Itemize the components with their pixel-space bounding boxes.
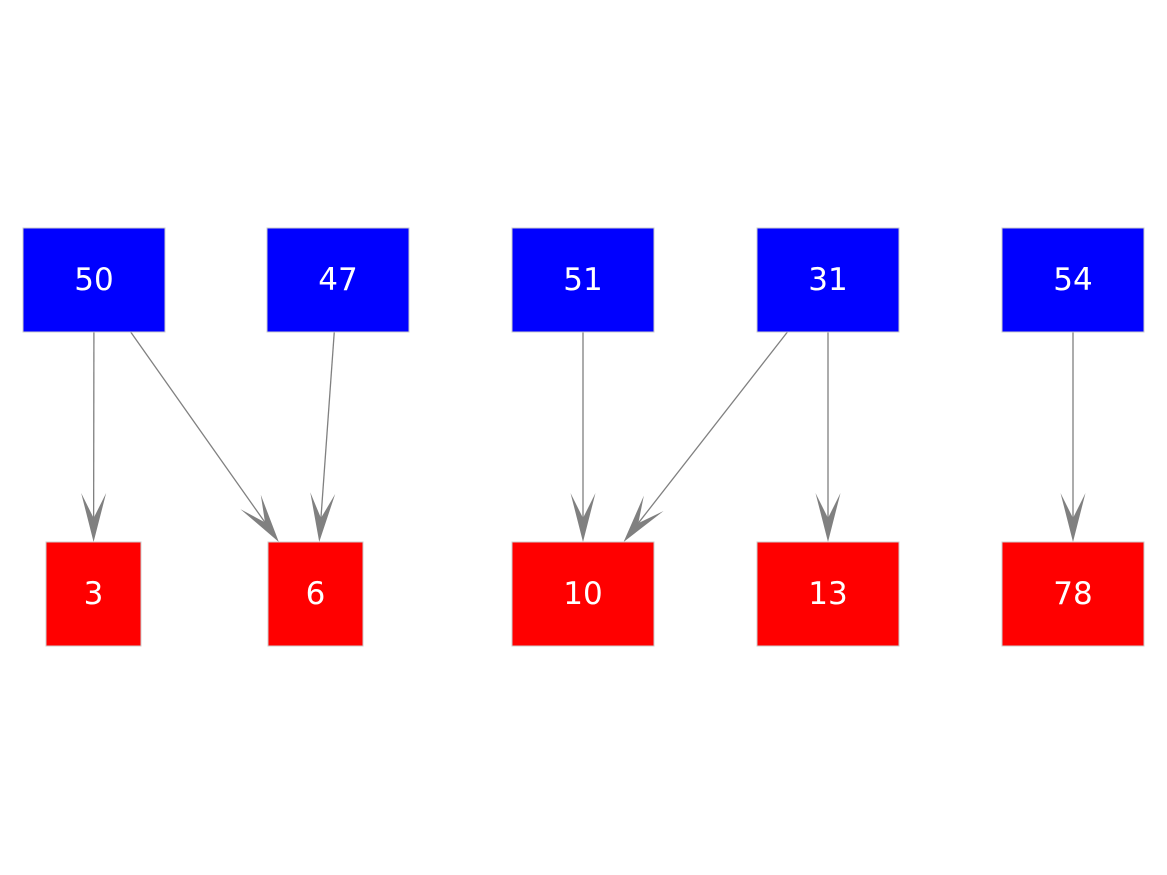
graph-node-54: 54 — [1001, 227, 1145, 333]
node-label: 31 — [808, 262, 847, 298]
edge-50-3 — [81, 331, 107, 542]
graph-node-13: 13 — [756, 541, 900, 647]
edge-arrowhead — [240, 494, 279, 542]
node-box — [45, 541, 142, 647]
node-label: 13 — [808, 576, 847, 612]
edge-54-78 — [1060, 332, 1086, 542]
node-label: 47 — [318, 262, 357, 298]
node-box — [756, 227, 900, 333]
graph-node-10: 10 — [511, 541, 655, 647]
edge-arrowhead — [81, 492, 107, 542]
edge-51-10 — [570, 332, 596, 542]
node-box — [511, 227, 655, 333]
node-label: 54 — [1053, 262, 1092, 298]
edge-line — [130, 331, 266, 523]
node-box — [511, 541, 655, 647]
edge-arrowhead — [1060, 493, 1086, 542]
node-label: 51 — [563, 262, 602, 298]
node-box — [756, 541, 900, 647]
edge-31-13 — [815, 332, 841, 542]
graph-node-78: 78 — [1001, 541, 1145, 647]
edge-line — [637, 331, 788, 524]
node-label: 10 — [563, 576, 602, 612]
graph-node-51: 51 — [511, 227, 655, 333]
graph-node-47: 47 — [266, 227, 410, 333]
edge-arrowhead — [815, 493, 841, 542]
node-box — [22, 227, 166, 333]
graph-node-50: 50 — [22, 227, 166, 333]
graph-node-31: 31 — [756, 227, 900, 333]
node-label: 78 — [1053, 576, 1092, 612]
edge-50-6 — [130, 331, 279, 542]
node-label: 6 — [306, 576, 326, 612]
edge-31-10 — [623, 331, 788, 542]
node-box — [266, 227, 410, 333]
node-box — [1001, 227, 1145, 333]
edge-line — [320, 331, 335, 519]
node-label: 3 — [84, 576, 104, 612]
node-label: 50 — [74, 262, 113, 298]
edge-arrowhead — [570, 493, 596, 542]
edge-47-6 — [310, 331, 336, 542]
graph-node-3: 3 — [45, 541, 142, 647]
edge-arrowhead — [310, 492, 336, 542]
graph-node-6: 6 — [267, 541, 364, 647]
node-box — [1001, 541, 1145, 647]
node-box — [267, 541, 364, 647]
edge-arrowhead — [623, 495, 664, 542]
